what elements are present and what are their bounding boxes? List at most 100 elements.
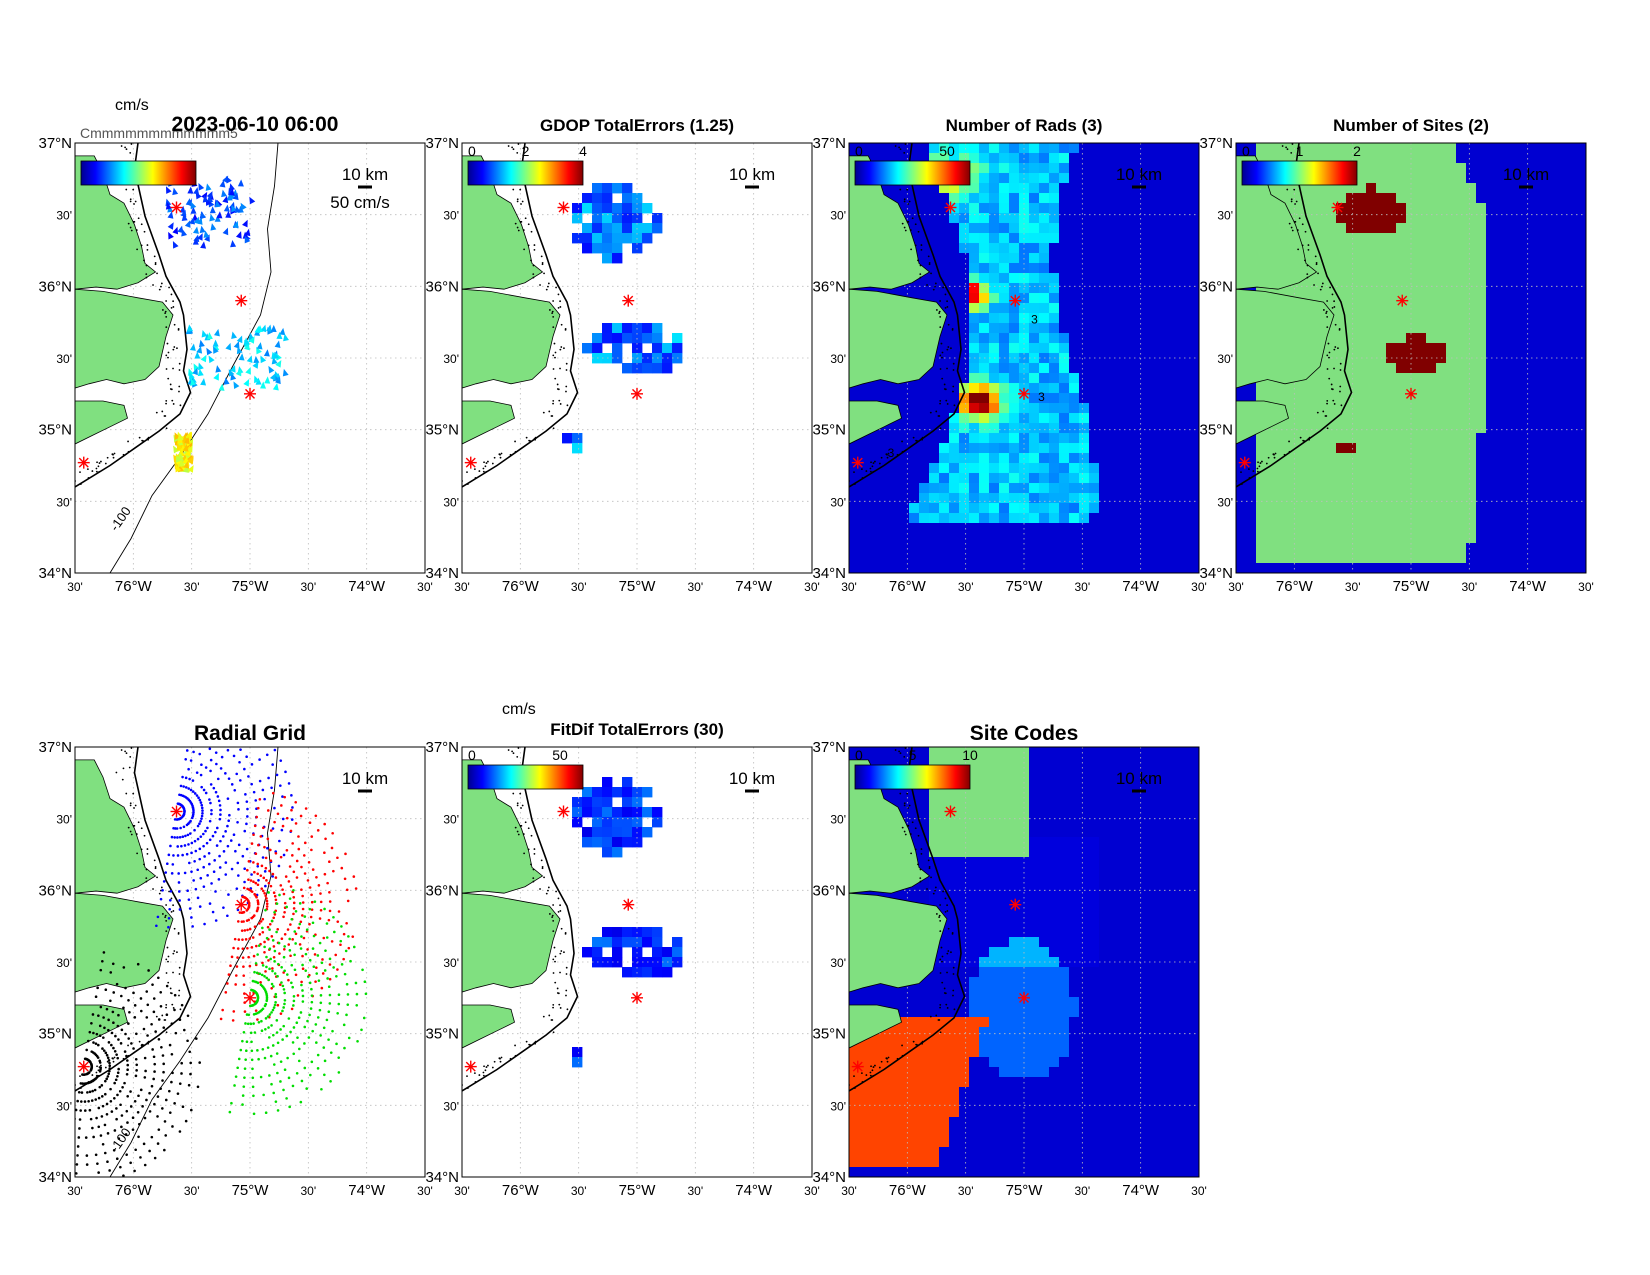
panel-4-coast-dot — [1338, 327, 1341, 330]
panel-1-vector — [168, 231, 174, 240]
panel-3-cell — [879, 143, 890, 154]
panel-1-vector — [282, 368, 289, 377]
panel-4-cell — [1276, 383, 1287, 394]
panel-4-cell — [1556, 443, 1567, 454]
panel-4-cell — [1566, 323, 1577, 334]
panel-4-coast-dot — [1339, 385, 1342, 388]
panel-4-cell — [1516, 293, 1527, 304]
panel-3-cell — [909, 543, 920, 554]
panel-3-cell — [1149, 473, 1160, 484]
panel-5-grid-point — [279, 1012, 283, 1015]
panel-3-cell — [1109, 483, 1120, 494]
panel-4-cell — [1536, 163, 1547, 174]
panel-3-cell — [949, 183, 960, 194]
panel-4-cell — [1416, 323, 1427, 334]
panel-4-coast-dot — [1322, 309, 1325, 311]
panel-5-grid-point — [252, 790, 256, 794]
panel-3-cell — [1159, 443, 1170, 454]
panel-4-cell — [1266, 493, 1277, 504]
panel-3-cell — [1189, 563, 1199, 573]
panel-3-cell — [849, 493, 860, 504]
panel-5-coast-dot — [68, 1095, 70, 1097]
panel-3-coast-dot — [886, 456, 889, 459]
panel-5-grid-point — [263, 940, 266, 944]
panel-4-coast-dot — [1225, 484, 1227, 486]
panel-4-cell — [1386, 303, 1397, 314]
panel-2-cell — [642, 363, 653, 374]
panel-5-grid-point — [250, 763, 254, 766]
panel-3-cell — [949, 313, 960, 324]
panel-3-cell — [969, 173, 980, 184]
panel-2-cell — [652, 223, 663, 234]
panel-2-cell — [602, 233, 613, 244]
panel-5-grid-point — [168, 907, 171, 911]
panel-4-cell — [1236, 393, 1247, 404]
panel-2-coast-dot — [554, 356, 556, 359]
panel-3-cell — [999, 493, 1010, 504]
panel-2-colorbar-tick: 0 — [468, 143, 476, 159]
panel-5-grid-point — [195, 771, 199, 774]
panel-1-coast-dot — [61, 485, 63, 487]
panel-4-cell — [1446, 493, 1457, 504]
panel-3-cell — [899, 383, 910, 394]
panel-2-cell — [612, 213, 623, 224]
panel-3-cell — [1029, 543, 1040, 554]
panel-4-cell — [1486, 253, 1497, 264]
panel-4-cell — [1346, 503, 1357, 514]
panel-3-cell — [1099, 423, 1110, 434]
panel-2-cell — [612, 203, 623, 214]
panel-3-cell — [859, 483, 870, 494]
panel-4-cell — [1376, 213, 1387, 224]
panel-4-cell — [1576, 233, 1586, 244]
panel-5-grid-point — [244, 938, 248, 941]
panel-5-coast-dot — [129, 802, 132, 805]
panel-5-grid-point — [287, 978, 290, 982]
panel-2-coast-dot — [466, 483, 469, 485]
panel-1-vector — [200, 378, 207, 386]
panel-3-cell — [1159, 543, 1170, 554]
panel-4-cell — [1356, 413, 1367, 424]
panel-3-cell — [959, 483, 970, 494]
panel-5-grid-point — [209, 801, 212, 805]
panel-4-cell — [1486, 513, 1497, 524]
panel-4-cell — [1256, 383, 1267, 394]
panel-4-cell — [1566, 253, 1577, 264]
panel-5-grid-point — [218, 866, 222, 869]
panel-4-cell — [1456, 203, 1467, 214]
panel-5-grid-point — [177, 890, 181, 893]
panel-5-grid-point — [273, 1003, 277, 1007]
panel-3-cell — [1069, 483, 1080, 494]
panel-4-cell — [1386, 323, 1397, 334]
panel-4-cell — [1266, 153, 1277, 164]
panel-5-coast-dot — [177, 931, 180, 934]
panel-4-cell — [1286, 413, 1297, 424]
panel-4-cell — [1316, 543, 1327, 554]
panel-2-coast-dot — [552, 326, 555, 329]
panel-5-grid-point — [247, 775, 250, 778]
panel-4-cell — [1376, 173, 1387, 184]
panel-3-cell — [989, 173, 1000, 184]
panel-4-cell — [1316, 563, 1327, 573]
panel-4-cell — [1306, 523, 1317, 534]
panel-3-coast-dot — [930, 272, 932, 275]
panel-4-cell — [1396, 453, 1407, 464]
panel-4-cell — [1496, 303, 1507, 314]
panel-3-cell — [909, 483, 920, 494]
panel-3-cell — [1129, 273, 1140, 284]
panel-5-grid-point — [267, 881, 271, 885]
panel-1-vector — [234, 205, 241, 214]
panel-3-cell — [1129, 283, 1140, 294]
panel-3-cell — [1029, 443, 1040, 454]
panel-3-cell — [1139, 503, 1150, 514]
panel-5-grid-point — [246, 946, 249, 950]
panel-3-cell — [1109, 463, 1120, 474]
panel-3-cell — [919, 523, 930, 534]
panel-4-cell — [1376, 433, 1387, 444]
panel-2-coast-dot — [482, 470, 485, 473]
panel-3-coast-dot — [853, 471, 855, 474]
panel-3-cell — [959, 263, 970, 274]
panel-5-coast-dot — [172, 904, 175, 907]
panel-5-grid-point — [301, 989, 304, 992]
panel-5-grid-point — [232, 1010, 236, 1013]
panel-1-coast-dot — [60, 488, 62, 490]
